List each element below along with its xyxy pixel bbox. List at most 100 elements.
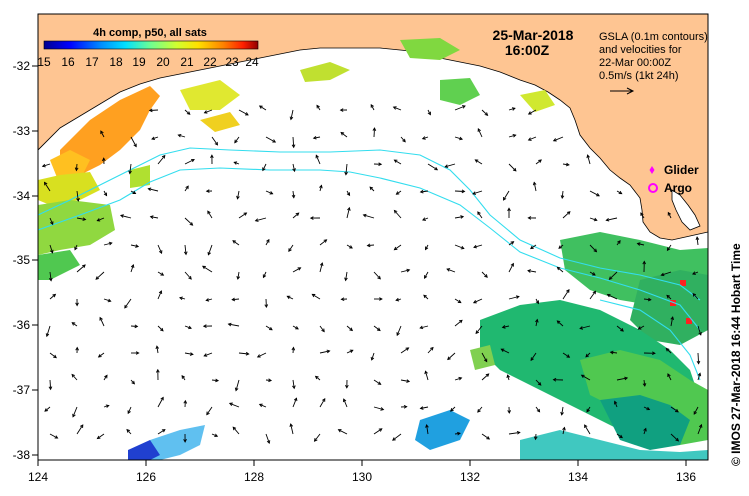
- velocity-arrow: [589, 217, 597, 221]
- velocity-arrow: [609, 271, 618, 280]
- velocity-arrow-head: [593, 248, 598, 253]
- x-tick-label: 130: [352, 470, 372, 484]
- velocity-arrow: [346, 207, 350, 219]
- velocity-arrow: [562, 211, 571, 219]
- velocity-arrow-head: [161, 154, 166, 159]
- velocity-arrow: [454, 319, 463, 327]
- velocity-arrow: [445, 163, 456, 168]
- velocity-arrow-head: [593, 217, 598, 222]
- velocity-arrow: [481, 433, 490, 440]
- velocity-arrow: [124, 298, 132, 309]
- velocity-arrow: [99, 317, 105, 327]
- velocity-arrow-head: [186, 111, 191, 115]
- velocity-arrow-head: [636, 242, 641, 246]
- velocity-arrow-head: [149, 215, 154, 219]
- velocity-arrow: [288, 244, 294, 252]
- velocity-arrow-head: [82, 217, 87, 221]
- velocity-arrow-head: [512, 133, 517, 138]
- velocity-arrow-head: [596, 193, 600, 197]
- velocity-arrow: [606, 217, 618, 221]
- velocity-arrow: [259, 403, 267, 408]
- velocity-arrow-head: [424, 370, 428, 375]
- velocity-arrow-head: [74, 167, 79, 172]
- velocity-arrow: [481, 109, 488, 116]
- velocity-arrow-head: [342, 398, 347, 403]
- velocity-arrow-head: [243, 212, 248, 216]
- velocity-arrow-head: [132, 190, 137, 194]
- velocity-arrow: [508, 107, 516, 111]
- velocity-arrow: [477, 406, 483, 413]
- velocity-arrow: [373, 128, 375, 138]
- velocity-arrow: [425, 371, 429, 381]
- velocity-arrow-head: [53, 354, 57, 359]
- velocity-arrow: [610, 351, 618, 354]
- velocity-arrow: [184, 185, 189, 192]
- velocity-arrow-head: [472, 191, 476, 195]
- map-date: 25-Mar-2018: [493, 27, 574, 43]
- velocity-arrow: [265, 433, 270, 444]
- velocity-arrow: [76, 264, 86, 273]
- velocity-arrow: [184, 159, 195, 165]
- velocity-arrow-head: [322, 397, 326, 402]
- velocity-arrow: [667, 244, 672, 251]
- velocity-arrow-head: [566, 354, 571, 358]
- velocity-arrow-head: [203, 110, 208, 114]
- velocity-arrow-head: [160, 272, 165, 276]
- velocity-arrow-head: [584, 424, 588, 429]
- velocity-arrow-head: [49, 249, 54, 254]
- velocity-arrow-head: [340, 131, 345, 136]
- velocity-arrow: [579, 325, 591, 329]
- velocity-arrow: [315, 155, 321, 165]
- velocity-arrow-head: [256, 354, 261, 358]
- velocity-arrow-head: [477, 128, 481, 132]
- velocity-arrow-head: [264, 304, 269, 309]
- velocity-arrow-head: [291, 194, 296, 199]
- velocity-arrow-head: [484, 274, 488, 278]
- velocity-arrow-head: [232, 240, 237, 244]
- velocity-arrow-head: [552, 377, 557, 382]
- colorbar-label: 17: [85, 55, 99, 69]
- velocity-arrow: [472, 190, 483, 195]
- velocity-arrow-head: [675, 408, 679, 413]
- velocity-arrow-head: [507, 207, 511, 212]
- velocity-arrow: [319, 350, 330, 354]
- velocity-arrow-head: [160, 396, 164, 401]
- x-tick-label: 132: [460, 470, 480, 484]
- velocity-arrow-head: [268, 378, 273, 383]
- velocity-arrow-head: [462, 105, 466, 109]
- velocity-arrow-head: [512, 167, 517, 172]
- velocity-arrow: [562, 163, 569, 166]
- velocity-arrow-head: [506, 374, 511, 379]
- velocity-arrow: [394, 244, 402, 251]
- velocity-arrow: [562, 352, 570, 358]
- velocity-arrow-head: [50, 221, 54, 226]
- velocity-arrow-head: [128, 170, 132, 175]
- velocity-arrow-head: [147, 187, 152, 192]
- velocity-arrow: [587, 154, 591, 165]
- glider-label: Glider: [664, 163, 699, 177]
- velocity-arrow: [98, 352, 105, 358]
- velocity-arrow-head: [272, 139, 277, 143]
- velocity-arrow: [184, 217, 193, 226]
- velocity-arrow-head: [185, 185, 189, 190]
- velocity-arrow: [533, 182, 537, 192]
- colorbar-label: 16: [61, 55, 75, 69]
- velocity-arrow-head: [565, 162, 570, 167]
- velocity-arrow-head: [214, 433, 219, 438]
- velocity-arrow-head: [372, 127, 377, 131]
- velocity-arrow: [42, 163, 51, 167]
- velocity-arrow-head: [262, 274, 267, 279]
- credit-text: © IMOS 27-Mar-2018 16:44 Hobart Time: [729, 243, 743, 466]
- velocity-arrow-head: [101, 157, 106, 162]
- velocity-arrow: [130, 264, 134, 273]
- velocity-arrow-head: [210, 154, 214, 159]
- velocity-arrow: [76, 217, 86, 221]
- velocity-arrow-head: [458, 319, 463, 324]
- velocity-arrow-head: [54, 435, 59, 439]
- velocity-arrow-head: [295, 212, 300, 217]
- velocity-arrow: [643, 406, 650, 411]
- velocity-arrow: [290, 109, 294, 120]
- velocity-arrow-head: [201, 265, 206, 270]
- velocity-arrow-head: [483, 358, 488, 363]
- velocity-arrow-head: [378, 162, 383, 167]
